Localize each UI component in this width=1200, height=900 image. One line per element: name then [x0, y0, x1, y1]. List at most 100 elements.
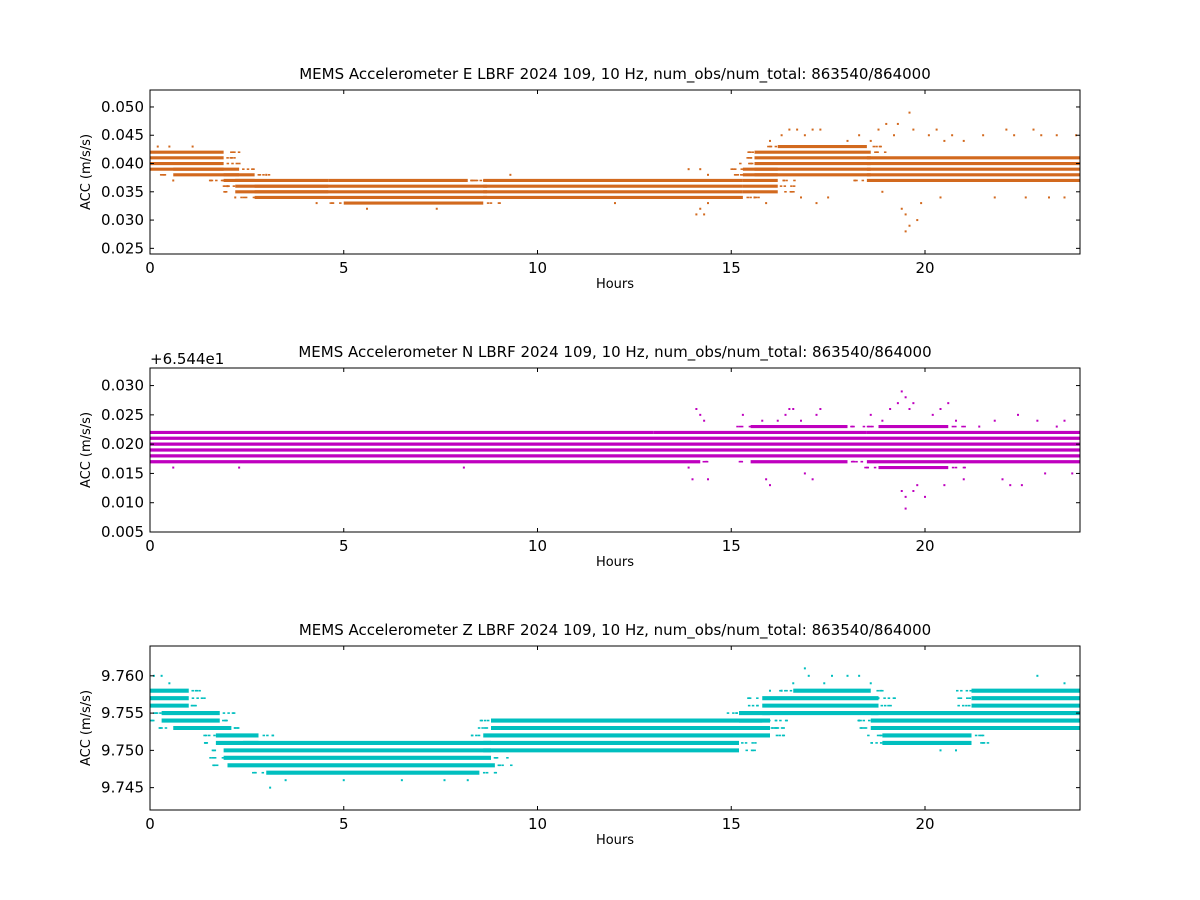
- data-point-10: [528, 719, 531, 722]
- data-point-32: [800, 196, 802, 199]
- data-point-6: [238, 190, 241, 193]
- data-point-12: [614, 719, 616, 722]
- x-tick-label: 20: [915, 537, 934, 555]
- data-point-21: [831, 674, 833, 677]
- data-point-32: [912, 402, 915, 405]
- data-point-37: [916, 484, 919, 487]
- data-point-2: [168, 682, 171, 685]
- data-point-26: [780, 134, 783, 137]
- data-point-33: [900, 490, 903, 492]
- data-point-26: [877, 697, 880, 700]
- data-point-9: [315, 202, 318, 205]
- data-point-18: [803, 667, 806, 670]
- data-point-57: [982, 134, 985, 137]
- data-point-14: [614, 202, 616, 205]
- data-point-19: [807, 674, 810, 677]
- data-point-14: [734, 719, 737, 722]
- data-point-1: [168, 145, 171, 148]
- data-point-27: [939, 749, 942, 752]
- data-point-1: [160, 674, 163, 677]
- chart-panel-z: 0 5 10 15 20 9.745 9.750 9.755 9.760 MEMS Acceler…: [79, 621, 1081, 848]
- data-point-10: [366, 207, 368, 210]
- y-tick-label: 0.040: [101, 155, 144, 173]
- data-point-31: [908, 408, 911, 410]
- y-tick-label: 0.030: [101, 211, 144, 229]
- data-point-15: [769, 484, 771, 487]
- data-point-4: [284, 779, 287, 782]
- data-point-3: [191, 145, 194, 148]
- data-point-51: [1036, 419, 1039, 422]
- data-point-17: [784, 413, 787, 416]
- data-point-7: [234, 196, 237, 199]
- y-tick-label: 0.005: [101, 523, 144, 541]
- data-point-8: [466, 779, 469, 782]
- data-point-31: [819, 128, 822, 131]
- y-axis-label: ACC (m/s/s): [79, 412, 94, 488]
- data-point-24: [815, 413, 818, 416]
- data-point-42: [947, 402, 950, 405]
- data-point-41: [893, 134, 895, 137]
- y-tick-label: 0.050: [101, 98, 144, 116]
- data-point-38: [877, 128, 880, 131]
- y-offset-text: +6.544e1: [150, 350, 224, 368]
- data-point-22: [734, 196, 737, 199]
- x-tick-label: 15: [722, 259, 741, 277]
- data-point-45: [908, 111, 911, 114]
- x-tick-label: 0: [145, 537, 155, 555]
- data-point-39: [881, 190, 884, 193]
- data-layer: [150, 390, 1080, 510]
- data-point-48: [908, 224, 911, 227]
- data-point-37: [869, 139, 872, 142]
- data-point-20: [699, 168, 702, 171]
- data-point-47: [916, 219, 919, 222]
- y-tick-label: 0.045: [101, 126, 144, 144]
- data-point-40: [939, 408, 942, 410]
- data-point-44: [904, 213, 907, 216]
- data-point-13: [761, 419, 764, 422]
- x-tick-label: 5: [339, 259, 349, 277]
- data-point-29: [1036, 674, 1039, 677]
- data-point-27: [889, 408, 892, 410]
- data-point-62: [1032, 128, 1035, 131]
- data-point-46: [993, 419, 996, 422]
- y-axis-label: ACC (m/s/s): [79, 690, 94, 766]
- chart-title: MEMS Accelerometer N LBRF 2024 109, 10 H…: [298, 343, 931, 362]
- data-point-3: [366, 431, 368, 434]
- y-tick-label: 0.030: [101, 377, 144, 395]
- data-point-19: [792, 408, 795, 410]
- data-point-29: [803, 134, 806, 137]
- data-point-6: [400, 779, 403, 782]
- data-point-51: [927, 134, 930, 137]
- data-point-36: [912, 490, 915, 492]
- data-point-38: [924, 495, 926, 498]
- data-point-30: [904, 396, 907, 399]
- data-point-65: [1055, 134, 1058, 137]
- y-tick-label: 9.755: [101, 704, 144, 722]
- data-point-53: [1055, 425, 1058, 428]
- data-point-4: [214, 156, 217, 159]
- data-point-61: [1024, 196, 1027, 199]
- chart-title: MEMS Accelerometer Z LBRF 2024 109, 10 H…: [299, 621, 931, 640]
- data-point-28: [796, 128, 799, 131]
- data-point-54: [951, 134, 954, 137]
- data-point-17: [699, 207, 702, 210]
- data-point-42: [896, 122, 899, 125]
- chart-panel-e: 0 5 10 15 20 0.025 0.030 0.035 0.040 0.045 0.050 ME…: [79, 65, 1081, 292]
- data-point-7: [699, 413, 702, 416]
- x-tick-label: 10: [528, 259, 547, 277]
- data-point-54: [1063, 419, 1066, 422]
- y-tick-label: 0.015: [101, 464, 144, 482]
- axes-frame: [149, 89, 1081, 255]
- data-point-30: [811, 128, 814, 131]
- data-point-52: [935, 128, 938, 131]
- data-point-59: [1005, 128, 1008, 131]
- data-point-9: [707, 478, 709, 481]
- x-tick-label: 5: [339, 537, 349, 555]
- data-point-40: [885, 122, 888, 125]
- data-point-39: [931, 413, 934, 416]
- data-point-44: [962, 478, 965, 481]
- x-tick-label: 5: [339, 815, 349, 833]
- y-tick-label: 0.010: [101, 494, 144, 512]
- x-tick-label: 15: [722, 537, 741, 555]
